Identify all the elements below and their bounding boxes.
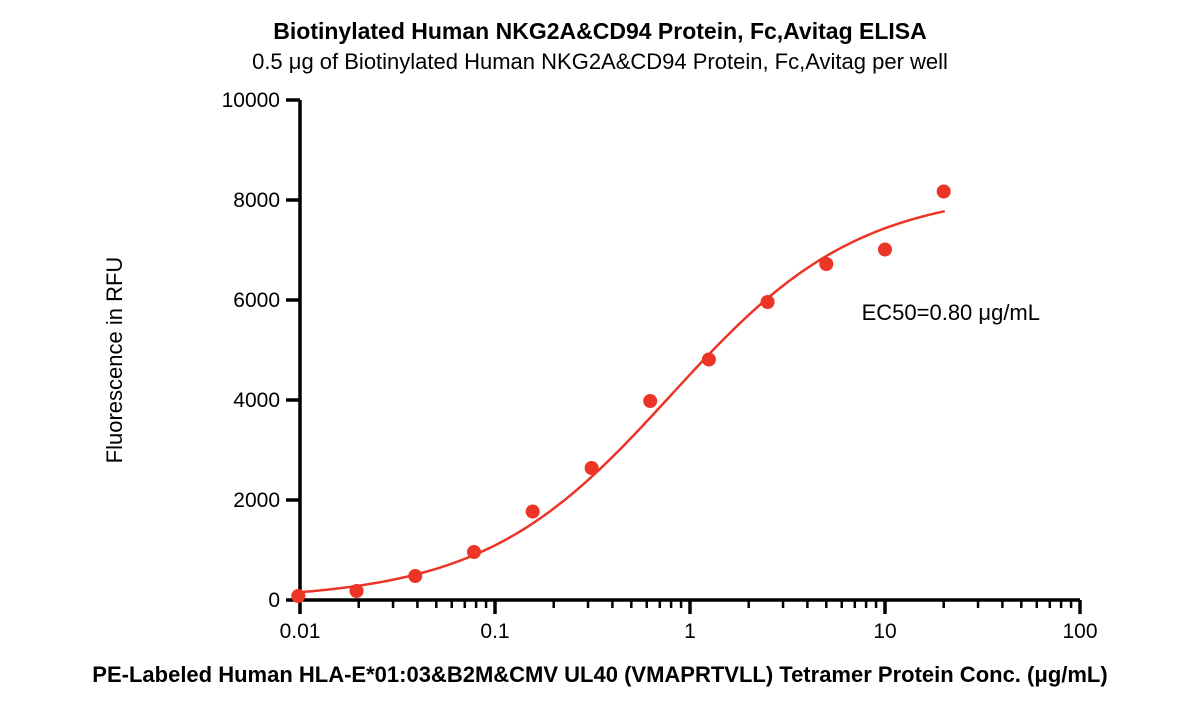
chart-title: Biotinylated Human NKG2A&CD94 Protein, F… — [0, 18, 1200, 45]
x-tick-label: 1 — [684, 620, 696, 644]
y-tick-label: 6000 — [233, 289, 280, 313]
y-tick-label: 0 — [268, 589, 280, 613]
y-tick-label: 10000 — [222, 89, 280, 113]
chart-plot-area — [280, 80, 1100, 620]
y-tick-label: 8000 — [233, 189, 280, 213]
x-tick-label: 0.01 — [280, 620, 321, 644]
x-tick-label: 10 — [873, 620, 896, 644]
x-tick-label: 0.1 — [480, 620, 509, 644]
y-axis-label: Fluorescence in RFU — [102, 257, 128, 464]
x-tick-label: 100 — [1062, 620, 1097, 644]
y-tick-label: 4000 — [233, 389, 280, 413]
y-tick-label: 2000 — [233, 489, 280, 513]
ec50-annotation: EC50=0.80 μg/mL — [862, 300, 1040, 326]
chart-subtitle: 0.5 μg of Biotinylated Human NKG2A&CD94 … — [0, 49, 1200, 75]
x-axis-label: PE-Labeled Human HLA-E*01:03&B2M&CMV UL4… — [0, 662, 1200, 688]
